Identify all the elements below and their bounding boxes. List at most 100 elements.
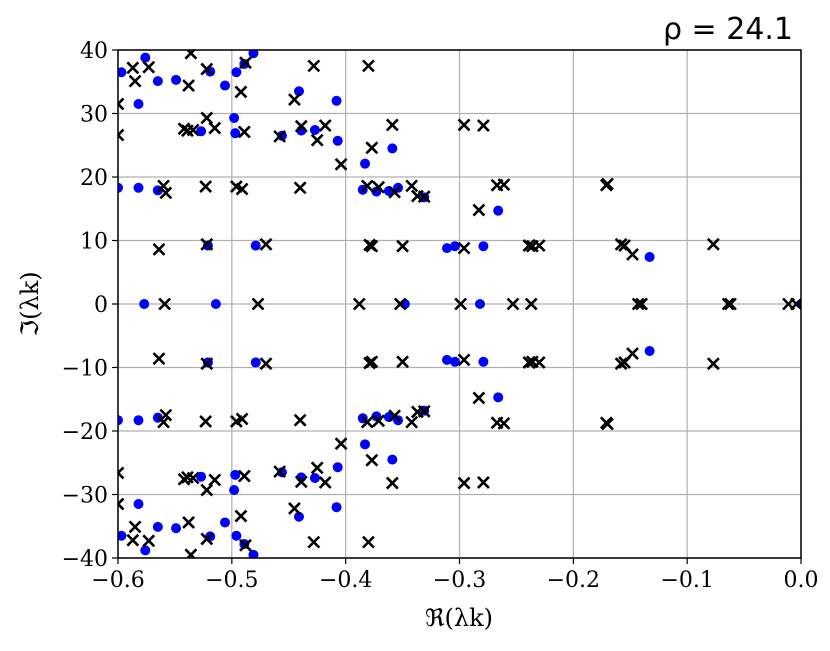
data-point-circle — [360, 158, 371, 169]
data-point-x — [234, 85, 248, 99]
data-point-x — [182, 79, 195, 92]
data-point-circle — [644, 252, 655, 263]
data-point-x — [186, 123, 200, 137]
data-point-circle — [171, 74, 182, 85]
data-point-x — [310, 133, 324, 147]
data-point-x — [385, 118, 399, 132]
data-point-circle — [250, 357, 261, 368]
data-point-circle — [152, 521, 163, 532]
data-point-circle — [644, 345, 655, 356]
data-point-circle — [309, 472, 320, 483]
data-point-x — [200, 237, 214, 251]
data-point-x — [362, 535, 375, 549]
data-point-x — [393, 297, 407, 311]
data-point-circle — [139, 299, 150, 309]
data-point-x — [497, 178, 511, 192]
data-point-x — [365, 355, 379, 369]
data-point-x — [318, 119, 332, 132]
y-tick-label: 30 — [80, 103, 108, 128]
data-point-circle — [133, 182, 144, 193]
data-point-x — [506, 297, 520, 311]
data-point-x — [126, 533, 140, 547]
data-point-x — [259, 237, 273, 251]
data-point-x — [417, 404, 431, 418]
data-point-x — [365, 453, 379, 467]
data-point-x — [372, 180, 386, 194]
data-point-circle — [387, 143, 398, 154]
data-point-circle — [171, 523, 182, 534]
data-point-x — [159, 408, 173, 422]
data-point-circle — [118, 530, 127, 541]
data-point-x — [334, 157, 348, 171]
data-point-x — [200, 357, 214, 371]
data-point-x — [457, 241, 471, 255]
data-point-x — [360, 179, 374, 193]
y-tick-label: 40 — [80, 39, 108, 64]
y-tick-label: 20 — [80, 166, 108, 191]
data-point-x — [405, 179, 419, 193]
data-point-circle — [230, 469, 241, 480]
data-point-x — [152, 352, 166, 366]
data-point-x — [237, 125, 251, 139]
data-point-x — [631, 297, 645, 311]
data-point-x — [184, 548, 198, 558]
data-point-circle — [293, 511, 304, 522]
data-point-circle — [248, 50, 259, 59]
data-point-x — [457, 118, 471, 132]
data-point-circle — [449, 356, 460, 367]
data-point-x — [362, 59, 375, 73]
data-point-x — [293, 413, 307, 427]
data-point-circle — [220, 80, 231, 91]
data-point-x — [239, 538, 252, 552]
x-tick-label: −0.2 — [547, 568, 600, 593]
data-point-x — [635, 297, 649, 311]
data-point-circle — [493, 392, 504, 403]
x-tick-label: −0.1 — [660, 568, 713, 593]
data-point-circle — [210, 299, 221, 309]
data-point-x — [457, 476, 471, 490]
data-point-x — [388, 185, 402, 199]
data-point-x — [208, 121, 222, 135]
data-point-x — [601, 417, 614, 431]
x-tick-label: −0.5 — [205, 568, 258, 593]
data-point-x — [614, 237, 628, 251]
data-point-x — [142, 534, 156, 548]
data-point-x — [307, 59, 321, 73]
y-tick-label: −40 — [62, 547, 108, 572]
y-axis-label: ℑ(λk) — [16, 271, 44, 336]
data-point-x — [352, 297, 366, 311]
data-point-x — [142, 60, 156, 74]
y-tick-label: −30 — [62, 484, 108, 509]
data-point-circle — [360, 439, 371, 450]
data-point-x — [372, 414, 386, 428]
x-tick-label: −0.4 — [319, 568, 372, 593]
data-point-x — [614, 357, 628, 371]
data-point-x — [472, 391, 486, 405]
data-point-circle — [449, 241, 460, 252]
data-point-circle — [478, 356, 489, 367]
data-point-x — [157, 415, 170, 429]
data-point-x — [157, 179, 170, 193]
data-point-circle — [133, 499, 144, 510]
data-point-x — [365, 141, 379, 155]
data-point-circle — [118, 415, 123, 426]
data-point-x — [405, 415, 419, 429]
data-point-x — [522, 239, 536, 252]
data-point-circle — [231, 530, 242, 541]
data-point-circle — [332, 135, 343, 146]
data-point-circle — [331, 95, 342, 106]
data-point-x — [790, 297, 801, 311]
data-point-x — [159, 186, 173, 200]
data-point-circle — [474, 299, 485, 309]
data-point-x — [472, 203, 486, 217]
data-point-x — [118, 466, 125, 480]
data-point-circle — [152, 76, 163, 87]
data-point-x — [273, 129, 287, 143]
data-point-circle — [229, 485, 240, 496]
data-point-x — [532, 239, 546, 252]
data-point-x — [601, 177, 614, 191]
data-point-x — [200, 62, 214, 76]
data-point-circle — [118, 67, 127, 78]
data-point-circle — [231, 67, 242, 78]
